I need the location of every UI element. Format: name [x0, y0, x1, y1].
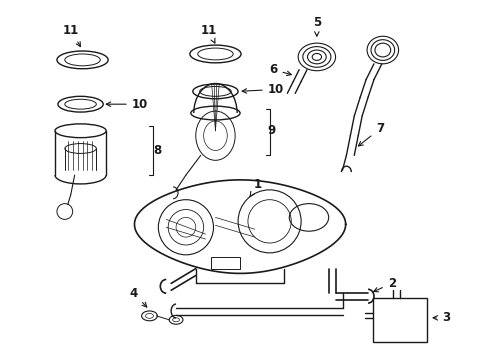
- Text: 10: 10: [106, 98, 148, 111]
- Text: 3: 3: [432, 311, 449, 324]
- Text: 1: 1: [249, 179, 261, 197]
- Text: 6: 6: [269, 63, 291, 76]
- Text: 5: 5: [312, 16, 320, 36]
- Text: 10: 10: [242, 83, 284, 96]
- Text: 11: 11: [62, 24, 81, 46]
- Bar: [210, 257, 240, 269]
- Bar: [372, 298, 426, 342]
- Text: 8: 8: [153, 144, 162, 157]
- Text: 4: 4: [129, 287, 146, 307]
- Text: 11: 11: [200, 24, 216, 43]
- Text: 7: 7: [358, 122, 383, 146]
- Text: 9: 9: [267, 124, 275, 137]
- Text: 2: 2: [373, 277, 395, 292]
